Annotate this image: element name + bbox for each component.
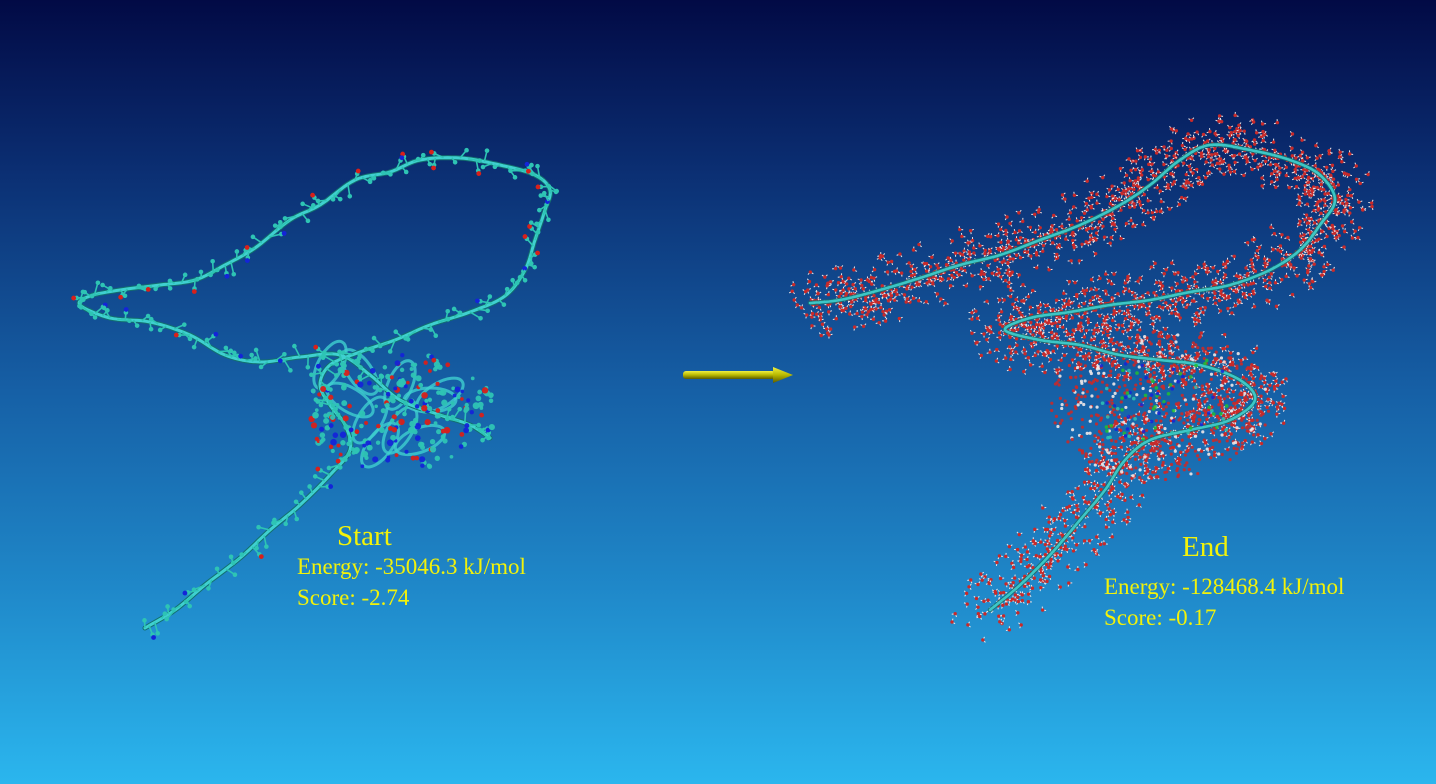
end-solvated-protein-structure [788,111,1374,643]
start-score: Score: -2.74 [297,585,410,610]
start-energy: Energy: -35046.3 kJ/mol [297,554,526,579]
end-title: End [1182,531,1229,563]
start-protein-structure [71,147,559,640]
end-energy: Energy: -128468.4 kJ/mol [1104,574,1345,599]
start-title: Start [337,520,392,552]
end-score: Score: -0.17 [1104,605,1217,630]
transition-arrow [683,367,793,383]
